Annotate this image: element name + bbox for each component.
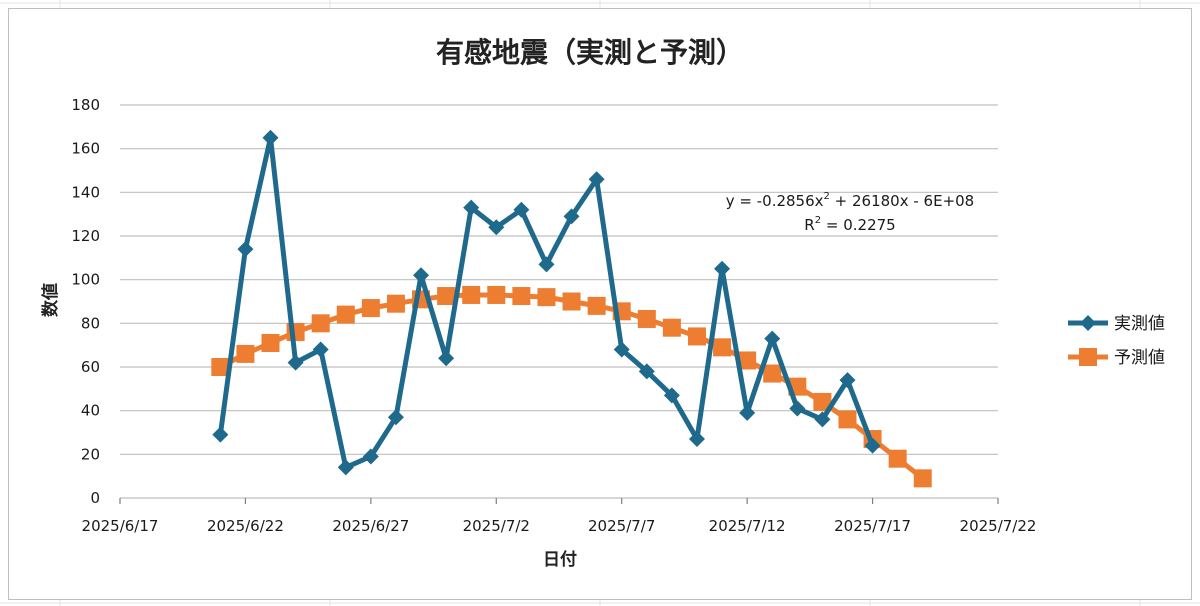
y-tick-label: 0 — [90, 489, 100, 507]
data-point-square — [838, 410, 857, 429]
x-axis-title: 日付 — [543, 549, 577, 570]
data-point-square — [662, 318, 681, 337]
data-point-square — [813, 392, 832, 411]
x-axis — [119, 498, 999, 504]
data-point-diamond — [538, 256, 555, 273]
data-point-diamond — [488, 219, 505, 236]
data-point-diamond — [789, 400, 806, 417]
y-tick-label: 160 — [71, 140, 100, 158]
trendline-r-squared: R2 = 0.2275 — [804, 215, 895, 234]
data-point-square — [888, 449, 907, 468]
data-point-square — [462, 285, 481, 304]
y-axis-tick-labels: 0 20 40 60 80 100 120 140 160 180 — [71, 96, 100, 507]
legend-label: 予測値 — [1114, 348, 1165, 368]
data-point-square — [713, 338, 732, 357]
data-point-diamond — [839, 372, 856, 389]
data-point-diamond — [513, 201, 530, 218]
data-point-diamond — [764, 330, 781, 347]
data-point-diamond — [312, 341, 329, 358]
trendline-r2-exponent: 2 — [815, 215, 821, 226]
data-point-diamond — [337, 459, 354, 476]
data-point-square — [487, 285, 506, 304]
x-tick-label: 2025/6/22 — [207, 517, 284, 535]
gridlines — [120, 104, 998, 499]
trendline-r2-suffix: = 0.2275 — [821, 216, 896, 234]
data-point-square — [687, 327, 706, 346]
series-layer — [211, 129, 932, 488]
y-tick-label: 100 — [71, 271, 100, 289]
data-point-diamond — [463, 199, 480, 216]
x-tick-label: 2025/7/12 — [709, 517, 786, 535]
data-point-diamond — [563, 208, 580, 225]
x-tick-label: 2025/7/17 — [834, 517, 911, 535]
data-point-diamond — [739, 404, 756, 421]
data-point-square — [336, 305, 355, 324]
trendline-equation: y = -0.2856x2 + 26180x - 6E+08 — [726, 191, 974, 210]
data-point-diamond — [638, 363, 655, 380]
x-tick-label: 2025/7/7 — [588, 517, 655, 535]
data-point-square — [311, 314, 330, 333]
data-point-diamond — [588, 171, 605, 188]
y-tick-label: 180 — [71, 96, 100, 114]
y-tick-label: 20 — [81, 445, 100, 463]
data-point-diamond — [714, 260, 731, 277]
data-point-square — [386, 294, 405, 313]
data-point-diamond — [237, 241, 254, 258]
legend-label: 実測値 — [1114, 314, 1165, 334]
series-forecast — [211, 285, 932, 488]
data-point-square — [763, 364, 782, 383]
data-point-diamond — [287, 354, 304, 371]
legend-marker-diamond — [1080, 315, 1096, 331]
trendline-equation-exponent: 2 — [824, 191, 830, 202]
y-tick-label: 120 — [71, 227, 100, 245]
data-point-diamond — [688, 431, 705, 448]
chart-title: 有感地震（実測と予測） — [436, 36, 744, 69]
trendline-r2-prefix: R — [804, 216, 814, 234]
data-point-diamond — [362, 448, 379, 465]
data-point-square — [361, 299, 380, 318]
data-point-square — [637, 309, 656, 328]
data-point-square — [261, 333, 280, 352]
x-axis-tick-labels: 2025/6/17 2025/6/22 2025/6/27 2025/7/2 2025/… — [82, 517, 1037, 535]
data-point-diamond — [413, 267, 430, 284]
y-tick-label: 80 — [81, 314, 100, 332]
data-point-diamond — [262, 129, 279, 146]
data-point-diamond — [212, 426, 229, 443]
y-tick-label: 60 — [81, 358, 100, 376]
data-point-diamond — [663, 387, 680, 404]
data-point-square — [211, 358, 230, 376]
data-point-diamond — [864, 437, 881, 454]
data-point-square — [512, 287, 531, 306]
data-point-diamond — [438, 350, 455, 367]
data-point-square — [587, 296, 606, 315]
trendline-equation-suffix: + 26180x - 6E+08 — [830, 192, 974, 210]
data-point-square — [738, 351, 757, 370]
y-axis-title: 数値 — [40, 283, 61, 317]
data-point-square — [236, 344, 255, 363]
data-point-diamond — [814, 411, 831, 428]
data-point-diamond — [613, 341, 630, 358]
y-tick-label: 140 — [71, 183, 100, 201]
data-point-square — [562, 292, 581, 311]
data-point-square — [437, 287, 456, 306]
x-tick-label: 2025/6/17 — [82, 517, 159, 535]
y-tick-label: 40 — [81, 402, 100, 420]
x-tick-label: 2025/6/27 — [332, 517, 409, 535]
x-tick-label: 2025/7/22 — [960, 517, 1037, 535]
legend-item: 実測値 — [1068, 314, 1165, 334]
trendline-equation-prefix: y = -0.2856x — [726, 192, 824, 210]
x-tick-label: 2025/7/2 — [463, 517, 530, 535]
legend-item: 予測値 — [1068, 348, 1165, 368]
data-point-diamond — [387, 409, 404, 426]
data-point-square — [913, 469, 932, 488]
legend-marker-square — [1079, 348, 1097, 366]
data-point-square — [537, 288, 556, 307]
series-actual — [212, 129, 881, 476]
